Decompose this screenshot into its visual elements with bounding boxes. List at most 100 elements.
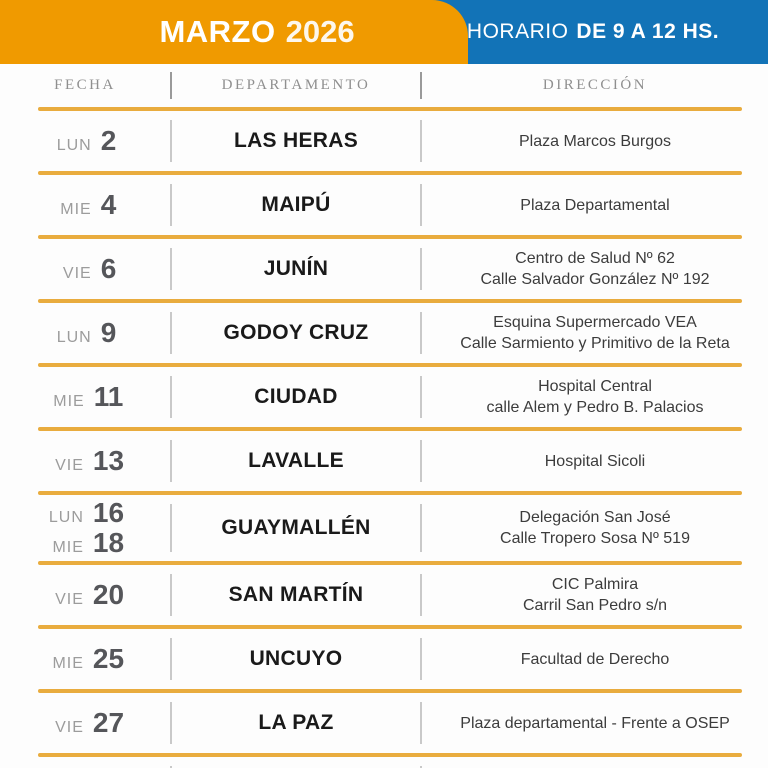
cell-divider	[170, 766, 172, 768]
row-separator	[38, 753, 742, 758]
day-abbrev: LUN	[48, 509, 84, 526]
table-row: VIE 13 LAVALLE Hospital Sicoli	[0, 427, 768, 491]
day-number: 6	[100, 252, 117, 284]
day-abbrev: MIE	[53, 392, 85, 410]
column-headers: FECHA DEPARTAMENTO DIRECCIÓN	[0, 64, 768, 107]
cell-divider	[170, 120, 172, 162]
cell-divider	[420, 312, 422, 354]
table-row: VIE 6 JUNÍN Centro de Salud Nº 62 Calle Sa…	[0, 235, 768, 299]
table-row: LUN 9 GODOY CRUZ Esquina Supermercado VEA…	[0, 299, 768, 363]
date-line: VIE 20	[46, 580, 124, 610]
date-line: MIE 11	[47, 380, 124, 412]
day-number: 11	[93, 380, 124, 412]
department-cell: LAVALLE	[248, 449, 344, 472]
date-cell: LUN 2	[0, 124, 170, 156]
horario-label: HORARIO	[466, 20, 569, 43]
day-number: 16	[92, 497, 125, 528]
date-cell: LUN 16 MIE 18	[0, 497, 170, 559]
cell-divider	[170, 184, 172, 226]
row-separator	[38, 427, 742, 431]
table-row: MIE 25 UNCUYO Facultad de Derecho	[0, 625, 768, 689]
address-cell: Centro de Salud Nº 62 Calle Salvador Gonz…	[422, 248, 768, 290]
day-abbrev: VIE	[55, 719, 84, 737]
column-divider	[170, 72, 172, 99]
date-line: LUN 16	[46, 497, 125, 528]
table-row: VIE 20 SAN MARTÍN CIC Palmira Carril San P…	[0, 561, 768, 625]
address-line: Carril San Pedro s/n	[522, 597, 668, 615]
address-line: Calle Salvador González Nº 192	[480, 271, 710, 288]
cell-divider	[170, 312, 172, 354]
day-abbrev: VIE	[55, 456, 84, 474]
address-line: Plaza Departamental	[520, 196, 670, 214]
column-header-direccion: DIRECCIÓN	[542, 77, 648, 93]
cell-divider	[420, 702, 422, 745]
cell-divider	[420, 504, 422, 553]
day-abbrev: VIE	[62, 264, 92, 282]
address-line: Plaza Marcos Burgos	[518, 132, 672, 150]
address-cell: Delegación San José Calle Tropero Sosa Nº…	[422, 507, 768, 549]
date-cell: MIE 25	[0, 644, 170, 674]
address-line: Calle Sarmiento y Primitivo de la Reta	[460, 335, 730, 352]
row-separator	[38, 299, 742, 303]
column-header-fecha: FECHA	[54, 77, 116, 93]
date-line: LUN 2	[54, 124, 117, 156]
cell-divider	[420, 248, 422, 290]
cell-divider	[170, 248, 172, 290]
day-number: 2	[100, 124, 117, 156]
row-separator	[38, 491, 742, 495]
date-cell: VIE 13	[0, 444, 170, 476]
date-line: MIE 4	[54, 189, 116, 220]
day-number: 13	[92, 444, 125, 476]
department-cell: SAN MARTÍN	[228, 583, 364, 607]
cell-divider	[420, 638, 422, 681]
day-number: 18	[92, 527, 125, 559]
table-row: MIE 4 MAIPÚ Plaza Departamental	[0, 171, 768, 235]
day-abbrev: MIE	[52, 655, 84, 673]
day-number: 20	[92, 579, 125, 611]
day-number: 25	[92, 643, 125, 675]
address-line: Facultad de Derecho	[520, 650, 670, 668]
address-cell: Hospital Central calle Alem y Pedro B. Pa…	[422, 376, 768, 418]
cell-divider	[170, 574, 172, 617]
department-cell: MAIPÚ	[261, 193, 331, 216]
department-cell: GUAYMALLÉN	[221, 516, 371, 540]
row-separator	[38, 561, 742, 566]
department-cell: JUNÍN	[263, 257, 329, 280]
cell-divider	[170, 504, 172, 553]
department-cell: CIUDAD	[254, 385, 338, 408]
address-cell: Hospital Sicoli	[422, 451, 768, 472]
department-cell: UNCUYO	[249, 647, 343, 671]
horario-hours: DE 9 A 12 HS.	[576, 20, 720, 43]
date-line: MIE 18	[46, 527, 125, 559]
cell-divider	[420, 440, 422, 482]
table-row: LUN30 GUAYMALLÉN Delegación Bermejocalle…	[0, 753, 768, 768]
cell-divider	[420, 120, 422, 162]
date-line: VIE 27	[46, 708, 124, 738]
table-row: VIE 27 LA PAZ Plaza departamental - Frent…	[0, 689, 768, 753]
department-cell: LA PAZ	[258, 711, 334, 735]
row-separator	[38, 235, 742, 239]
address-line: Hospital Central	[538, 378, 652, 395]
address-cell: Plaza Marcos Burgos	[422, 131, 768, 152]
address-cell: Esquina Supermercado VEA Calle Sarmiento …	[422, 312, 768, 354]
table-row: LUN 16 MIE 18 GUAYMALLÉN Delegación San Jos…	[0, 491, 768, 561]
day-number: 27	[92, 707, 125, 739]
cell-divider	[170, 376, 172, 418]
address-line: Delegación San José	[519, 509, 671, 527]
header: HORARIO DE 9 A 12 HS. MARZO 2026	[0, 0, 768, 64]
cell-divider	[420, 766, 422, 768]
column-divider	[420, 72, 422, 99]
date-cell: VIE 20	[0, 580, 170, 610]
department-cell: GODOY CRUZ	[223, 321, 369, 344]
year-title: 2026	[285, 14, 355, 49]
month-title: MARZO	[159, 14, 276, 49]
date-cell: LUN 9	[0, 317, 170, 348]
row-separator	[38, 171, 742, 175]
cell-divider	[420, 574, 422, 617]
address-line: Calle Tropero Sosa Nº 519	[500, 530, 690, 548]
table-row: MIE 11 CIUDAD Hospital Central calle Alem …	[0, 363, 768, 427]
address-line: Esquina Supermercado VEA	[493, 314, 697, 331]
month-banner: MARZO 2026	[0, 0, 468, 64]
column-header-departamento: DEPARTAMENTO	[221, 77, 371, 93]
